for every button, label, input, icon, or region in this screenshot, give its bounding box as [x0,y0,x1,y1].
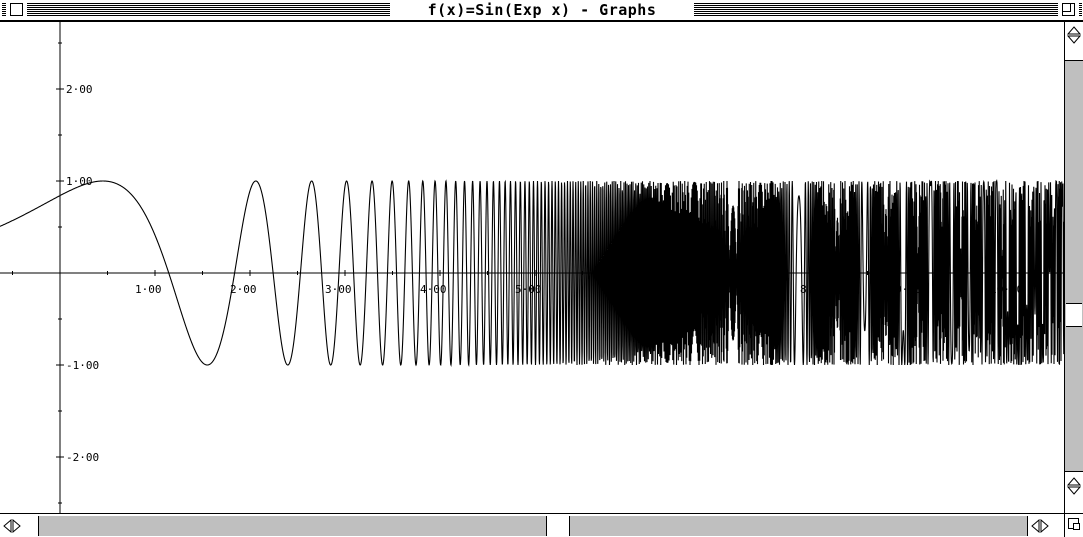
horizontal-scroll-thumb[interactable] [546,516,570,536]
arrow-down-icon[interactable] [1066,476,1082,510]
arrow-left-icon[interactable] [2,518,36,534]
arrow-right-icon[interactable] [1030,518,1064,534]
close-box-icon[interactable] [10,3,23,16]
window-title: f(x)=Sin(Exp x) - Graphs [392,0,692,20]
horizontal-scroll-track[interactable] [38,516,1028,536]
grow-box-icon[interactable] [1064,513,1083,537]
arrow-up-icon[interactable] [1066,25,1082,59]
function-curve [0,179,1064,368]
horizontal-scrollbar[interactable] [0,513,1064,537]
vertical-scrollbar[interactable] [1064,22,1083,513]
title-bar[interactable]: f(x)=Sin(Exp x) - Graphs [0,0,1083,22]
y-tick-label: -1·00 [66,359,99,372]
y-tick-label: 1·00 [66,175,93,188]
y-tick-label: -2·00 [66,451,99,464]
graph-area[interactable]: 1·00 2·00 3·00 4·00 5·00 6·00 7·00 8·00 9·00 10·0… [0,22,1064,513]
x-tick-label: 1·00 [135,283,162,296]
zoom-box-icon[interactable] [1062,3,1075,16]
y-tick-label: 2·00 [66,83,93,96]
title-stripes-left [2,3,390,17]
vertical-scroll-track[interactable] [1065,60,1083,472]
vertical-scroll-thumb[interactable] [1066,303,1082,327]
function-graph: 1·00 2·00 3·00 4·00 5·00 6·00 7·00 8·00 9·00 10·0… [0,22,1064,513]
title-stripes-right [694,3,1082,17]
x-tick-label: 2·00 [230,283,257,296]
